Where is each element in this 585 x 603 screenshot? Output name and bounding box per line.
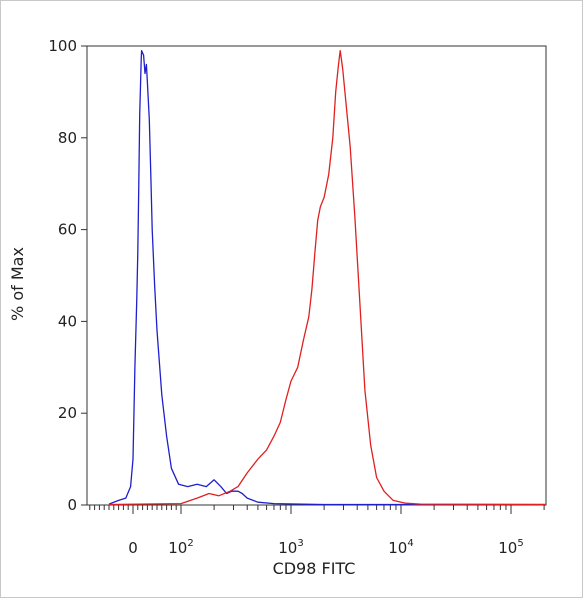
x-tick-label: 103 xyxy=(278,538,303,557)
y-tick-label: 80 xyxy=(58,129,77,147)
plot-border xyxy=(86,45,547,506)
curves xyxy=(108,49,547,506)
x-tick-exponent: 5 xyxy=(517,538,523,549)
y-axis-title: % of Max xyxy=(8,247,27,321)
y-tick-label: 100 xyxy=(48,37,77,55)
x-tick-exponent: 4 xyxy=(407,538,413,549)
x-tick-base: 0 xyxy=(128,539,138,557)
y-tick-label: 60 xyxy=(58,221,77,239)
x-tick-label: 104 xyxy=(388,538,413,557)
x-axis-title: CD98 FITC xyxy=(273,559,356,578)
x-tick-exponent: 3 xyxy=(297,538,303,549)
x-tick-exponent: 2 xyxy=(187,538,193,549)
x-tick-base: 10 xyxy=(168,539,187,557)
x-tick-label: 102 xyxy=(168,538,193,557)
y-tick-label: 0 xyxy=(67,496,77,514)
x-tick-base: 10 xyxy=(498,539,517,557)
x-tick-label: 0 xyxy=(128,539,138,557)
y-tick-label: 40 xyxy=(58,312,77,330)
histogram-curve-1 xyxy=(108,49,546,506)
x-tick-base: 10 xyxy=(388,539,407,557)
y-tick-label: 20 xyxy=(58,404,77,422)
x-tick-base: 10 xyxy=(278,539,297,557)
x-axis: 0 102 103 104 105 xyxy=(89,505,545,557)
x-tick-label: 105 xyxy=(498,538,523,557)
histogram-curve-2 xyxy=(108,49,547,506)
plot-area xyxy=(86,45,547,506)
y-axis: 0 20 40 60 80 100 xyxy=(48,37,87,514)
